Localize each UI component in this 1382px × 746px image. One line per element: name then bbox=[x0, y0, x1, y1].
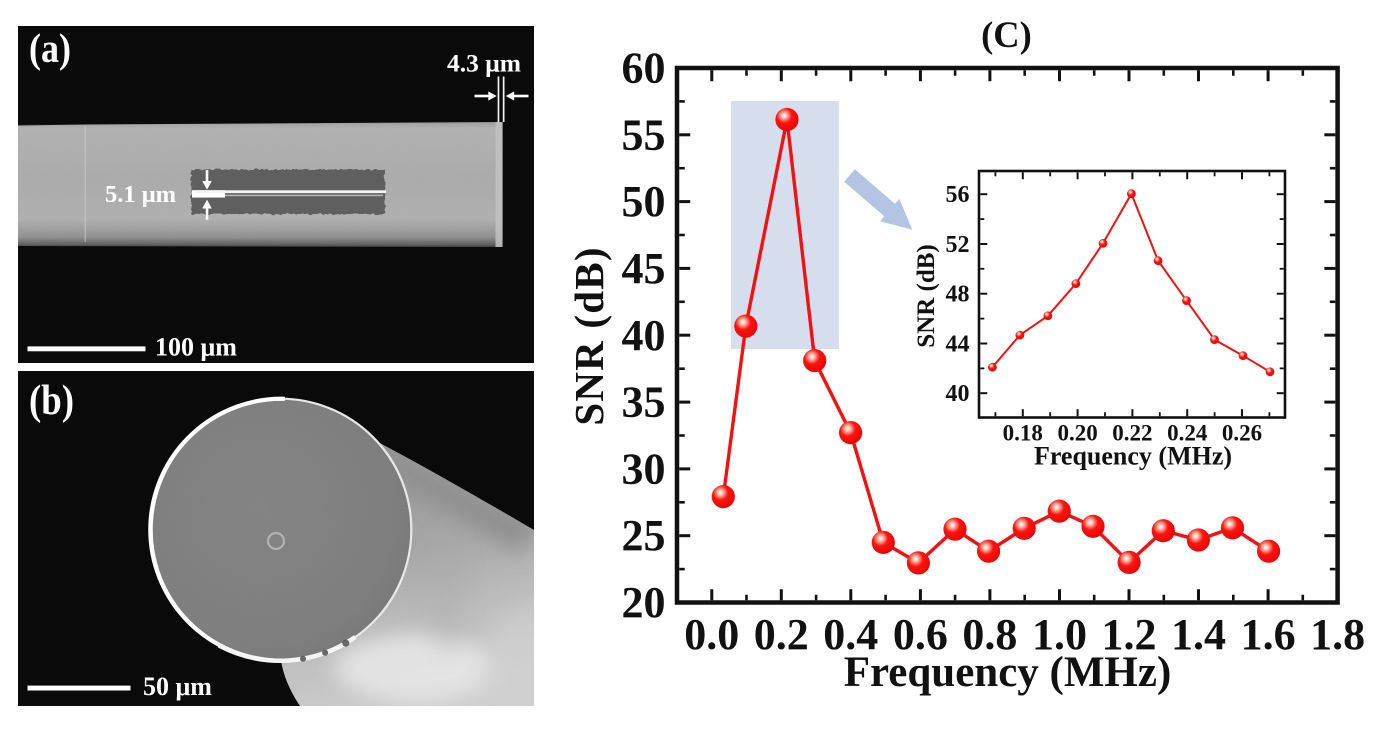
svg-text:44: 44 bbox=[946, 332, 970, 358]
svg-text:Frequency (MHz): Frequency (MHz) bbox=[1034, 442, 1232, 471]
svg-text:4.3 μm: 4.3 μm bbox=[447, 49, 521, 78]
svg-text:25: 25 bbox=[622, 511, 666, 560]
svg-text:(b): (b) bbox=[29, 378, 74, 424]
svg-text:1.0: 1.0 bbox=[1032, 610, 1087, 659]
svg-text:0.22: 0.22 bbox=[1112, 421, 1152, 446]
svg-text:30: 30 bbox=[622, 444, 666, 493]
svg-text:50: 50 bbox=[622, 177, 666, 226]
svg-text:1.4: 1.4 bbox=[1171, 610, 1226, 659]
svg-text:1.2: 1.2 bbox=[1102, 610, 1157, 659]
svg-text:0.26: 0.26 bbox=[1222, 421, 1262, 446]
svg-text:52: 52 bbox=[946, 232, 970, 258]
svg-text:SNR (dB): SNR (dB) bbox=[566, 246, 612, 425]
svg-text:0.24: 0.24 bbox=[1167, 421, 1208, 446]
svg-text:0.18: 0.18 bbox=[1003, 421, 1043, 446]
svg-text:SNR (dB): SNR (dB) bbox=[913, 244, 940, 348]
svg-text:50 μm: 50 μm bbox=[143, 672, 212, 701]
svg-text:20: 20 bbox=[622, 578, 666, 627]
svg-text:100 μm: 100 μm bbox=[155, 333, 237, 362]
svg-text:0.8: 0.8 bbox=[962, 610, 1017, 659]
svg-text:35: 35 bbox=[622, 378, 666, 427]
svg-text:0.4: 0.4 bbox=[823, 610, 878, 659]
svg-text:40: 40 bbox=[946, 381, 970, 407]
svg-text:(C): (C) bbox=[981, 14, 1032, 55]
svg-text:45: 45 bbox=[622, 244, 666, 293]
svg-text:0.6: 0.6 bbox=[893, 610, 948, 659]
svg-text:Frequency (MHz): Frequency (MHz) bbox=[844, 649, 1172, 696]
svg-text:0.20: 0.20 bbox=[1057, 421, 1097, 446]
svg-text:1.8: 1.8 bbox=[1310, 610, 1365, 659]
svg-text:48: 48 bbox=[946, 282, 970, 308]
svg-text:40: 40 bbox=[622, 311, 666, 360]
svg-text:0.2: 0.2 bbox=[754, 610, 809, 659]
svg-text:0.0: 0.0 bbox=[684, 610, 739, 659]
svg-text:55: 55 bbox=[622, 110, 666, 159]
svg-text:56: 56 bbox=[946, 182, 970, 208]
svg-text:1.6: 1.6 bbox=[1241, 610, 1296, 659]
svg-text:60: 60 bbox=[622, 44, 666, 93]
svg-text:5.1 μm: 5.1 μm bbox=[105, 181, 176, 208]
svg-text:(a): (a) bbox=[29, 25, 71, 71]
